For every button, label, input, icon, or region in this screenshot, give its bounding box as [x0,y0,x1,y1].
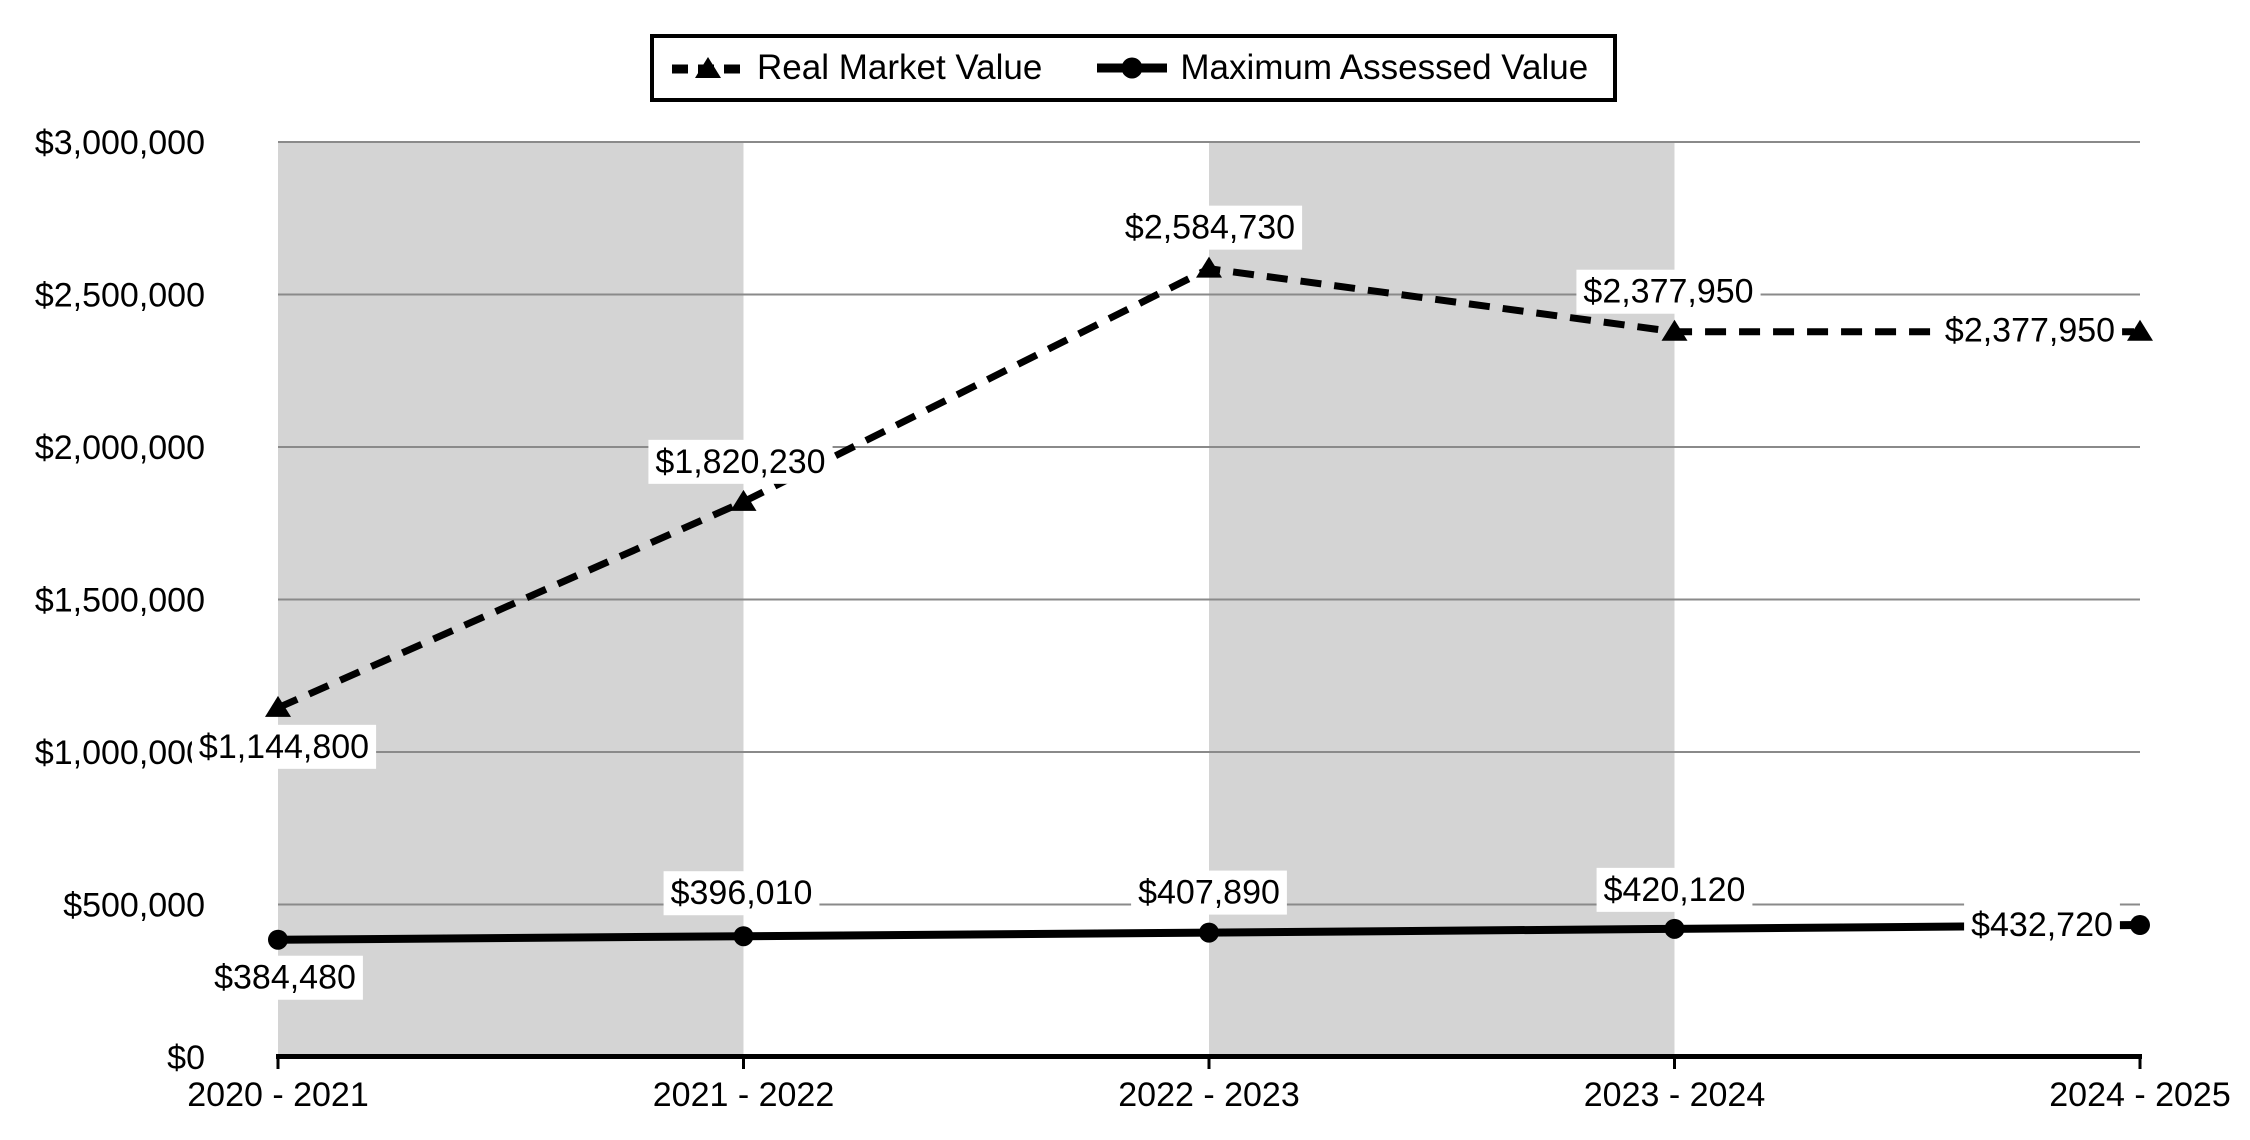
solid-line-circle-marker-icon [1097,57,1168,79]
legend-label-real-market-value: Real Market Value [757,48,1043,87]
triangle-data-point-marker [730,489,757,511]
y-axis-tick-label: $2,000,000 [35,429,205,467]
data-label-background [1964,903,2120,948]
data-label-background [207,955,363,1000]
circle-data-point-marker [1199,922,1219,943]
data-label: $407,890 [1138,874,1280,912]
x-axis-tick-label: 2021 - 2022 [653,1076,835,1114]
x-axis-tick [742,1057,745,1069]
legend-item-maximum-assessed-value: Maximum Assessed Value [1097,48,1588,88]
legend-label-maximum-assessed-value: Maximum Assessed Value [1180,48,1589,87]
x-axis-tick-label: 2020 - 2021 [187,1076,369,1114]
data-label-background [1576,269,1761,314]
data-label: $432,720 [1971,906,2113,944]
data-label-background [1596,867,1753,912]
data-label-background [663,871,820,916]
data-label-background [1131,870,1287,915]
data-label: $420,120 [1604,871,1746,909]
y-axis-tick-label: $500,000 [63,887,205,925]
data-label-background [191,724,377,769]
y-axis-tick-label: $3,000,000 [35,124,205,162]
data-label: $1,820,230 [655,443,825,481]
data-label-background [1937,308,2123,353]
data-label: $2,584,730 [1125,209,1295,247]
data-label: $384,480 [214,959,356,997]
y-axis-tick-label: $2,500,000 [35,277,205,315]
x-axis-tick [1207,1057,1211,1069]
x-axis-tick-label: 2022 - 2023 [1118,1076,1300,1114]
data-label: $396,010 [671,874,813,912]
x-axis-tick-label: 2024 - 2025 [2049,1076,2231,1114]
triangle-data-point-marker [2127,319,2153,341]
data-label: $1,144,800 [199,728,369,766]
circle-data-point-marker [733,926,754,947]
data-label: $2,377,950 [1583,273,1753,311]
y-axis-tick-label: $1,000,000 [35,734,205,772]
triangle-data-point-marker [1661,319,1688,341]
x-axis-tick [2138,1057,2142,1069]
data-label: $2,377,950 [1945,312,2115,350]
circle-data-point-marker [2130,915,2150,936]
x-axis-tick [276,1057,280,1069]
x-axis-line [276,1054,2142,1059]
x-axis-tick-label: 2023 - 2024 [1584,1076,1766,1114]
y-axis-tick-label: $0 [167,1039,205,1077]
legend-item-real-market-value: Real Market Value [672,48,1042,88]
triangle-data-point-marker [1196,256,1222,278]
circle-data-point-marker [268,929,288,950]
data-label-background [648,439,833,484]
data-label-background [1117,205,1303,250]
dashed-line-triangle-marker-icon [672,57,744,78]
circle-data-point-marker [1664,918,1685,939]
triangle-data-point-marker [265,695,291,717]
chart-legend: Real Market Value Maximum Assessed Value [650,34,1617,102]
y-axis-tick-label: $1,500,000 [35,582,205,620]
x-axis-tick [1673,1057,1676,1069]
